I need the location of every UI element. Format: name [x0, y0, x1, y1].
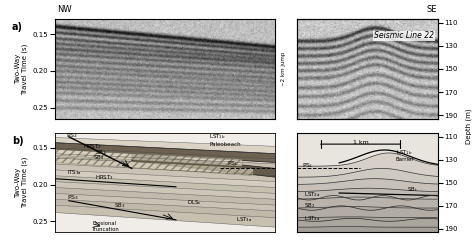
Polygon shape [55, 182, 275, 199]
Polygon shape [297, 179, 438, 192]
Polygon shape [55, 176, 275, 193]
Polygon shape [55, 164, 275, 182]
Text: SB$_2$: SB$_2$ [304, 201, 315, 210]
Polygon shape [55, 148, 275, 164]
Polygon shape [297, 197, 438, 208]
Text: Erosional
Truncation: Erosional Truncation [92, 221, 120, 232]
Polygon shape [55, 137, 275, 154]
Text: ~2 km jump: ~2 km jump [281, 52, 286, 86]
Text: LST$_{1b}$
Barrier: LST$_{1b}$ Barrier [396, 148, 415, 162]
Text: LST$_{3a}$: LST$_{3a}$ [236, 215, 252, 224]
Text: PS$_2$: PS$_2$ [65, 132, 78, 141]
Text: b): b) [12, 136, 24, 146]
Polygon shape [55, 170, 275, 188]
Polygon shape [297, 217, 438, 227]
Text: SB$_t$: SB$_t$ [407, 185, 418, 194]
Text: Seismic Line 22: Seismic Line 22 [374, 31, 434, 40]
Text: PS$_3$: PS$_3$ [67, 193, 80, 202]
Text: ITS$_{3a}$: ITS$_{3a}$ [67, 168, 82, 176]
Polygon shape [55, 205, 275, 227]
Text: LST$_{2a}$: LST$_{2a}$ [304, 190, 320, 199]
Polygon shape [297, 227, 438, 236]
Text: SB$_2$: SB$_2$ [93, 153, 105, 162]
Polygon shape [55, 199, 275, 218]
Text: NW: NW [57, 5, 72, 15]
Text: SB$_3$: SB$_3$ [114, 201, 126, 210]
Polygon shape [55, 193, 275, 211]
Polygon shape [132, 154, 275, 177]
Text: DLS$_s$: DLS$_s$ [187, 198, 202, 207]
Polygon shape [55, 188, 275, 205]
Text: SB$_1$: SB$_1$ [95, 149, 107, 157]
Polygon shape [55, 149, 242, 166]
Text: HRST$_3$: HRST$_3$ [95, 173, 114, 182]
Text: a): a) [12, 22, 23, 32]
Text: SE: SE [427, 5, 437, 14]
Text: PS$_L$: PS$_L$ [302, 161, 314, 170]
Text: Two-Way
Travel Time (s): Two-Way Travel Time (s) [15, 43, 28, 95]
Text: LST$_{1b}$
Paleobeach: LST$_{1b}$ Paleobeach [209, 132, 241, 147]
Polygon shape [297, 168, 438, 184]
Polygon shape [55, 143, 275, 162]
Polygon shape [55, 157, 253, 176]
Text: Two-Way
Travel Time (s): Two-Way Travel Time (s) [15, 157, 28, 208]
Text: HRST$_2$: HRST$_2$ [83, 142, 102, 151]
Text: Depth (m): Depth (m) [465, 108, 472, 144]
Text: 1 km: 1 km [353, 140, 368, 145]
Polygon shape [297, 207, 438, 218]
Polygon shape [55, 143, 275, 159]
Text: LST$_{3a}$: LST$_{3a}$ [304, 214, 320, 223]
Polygon shape [297, 153, 438, 177]
Polygon shape [297, 188, 438, 199]
Text: PS$_L$: PS$_L$ [227, 159, 239, 168]
Polygon shape [55, 158, 275, 176]
Polygon shape [55, 154, 275, 168]
